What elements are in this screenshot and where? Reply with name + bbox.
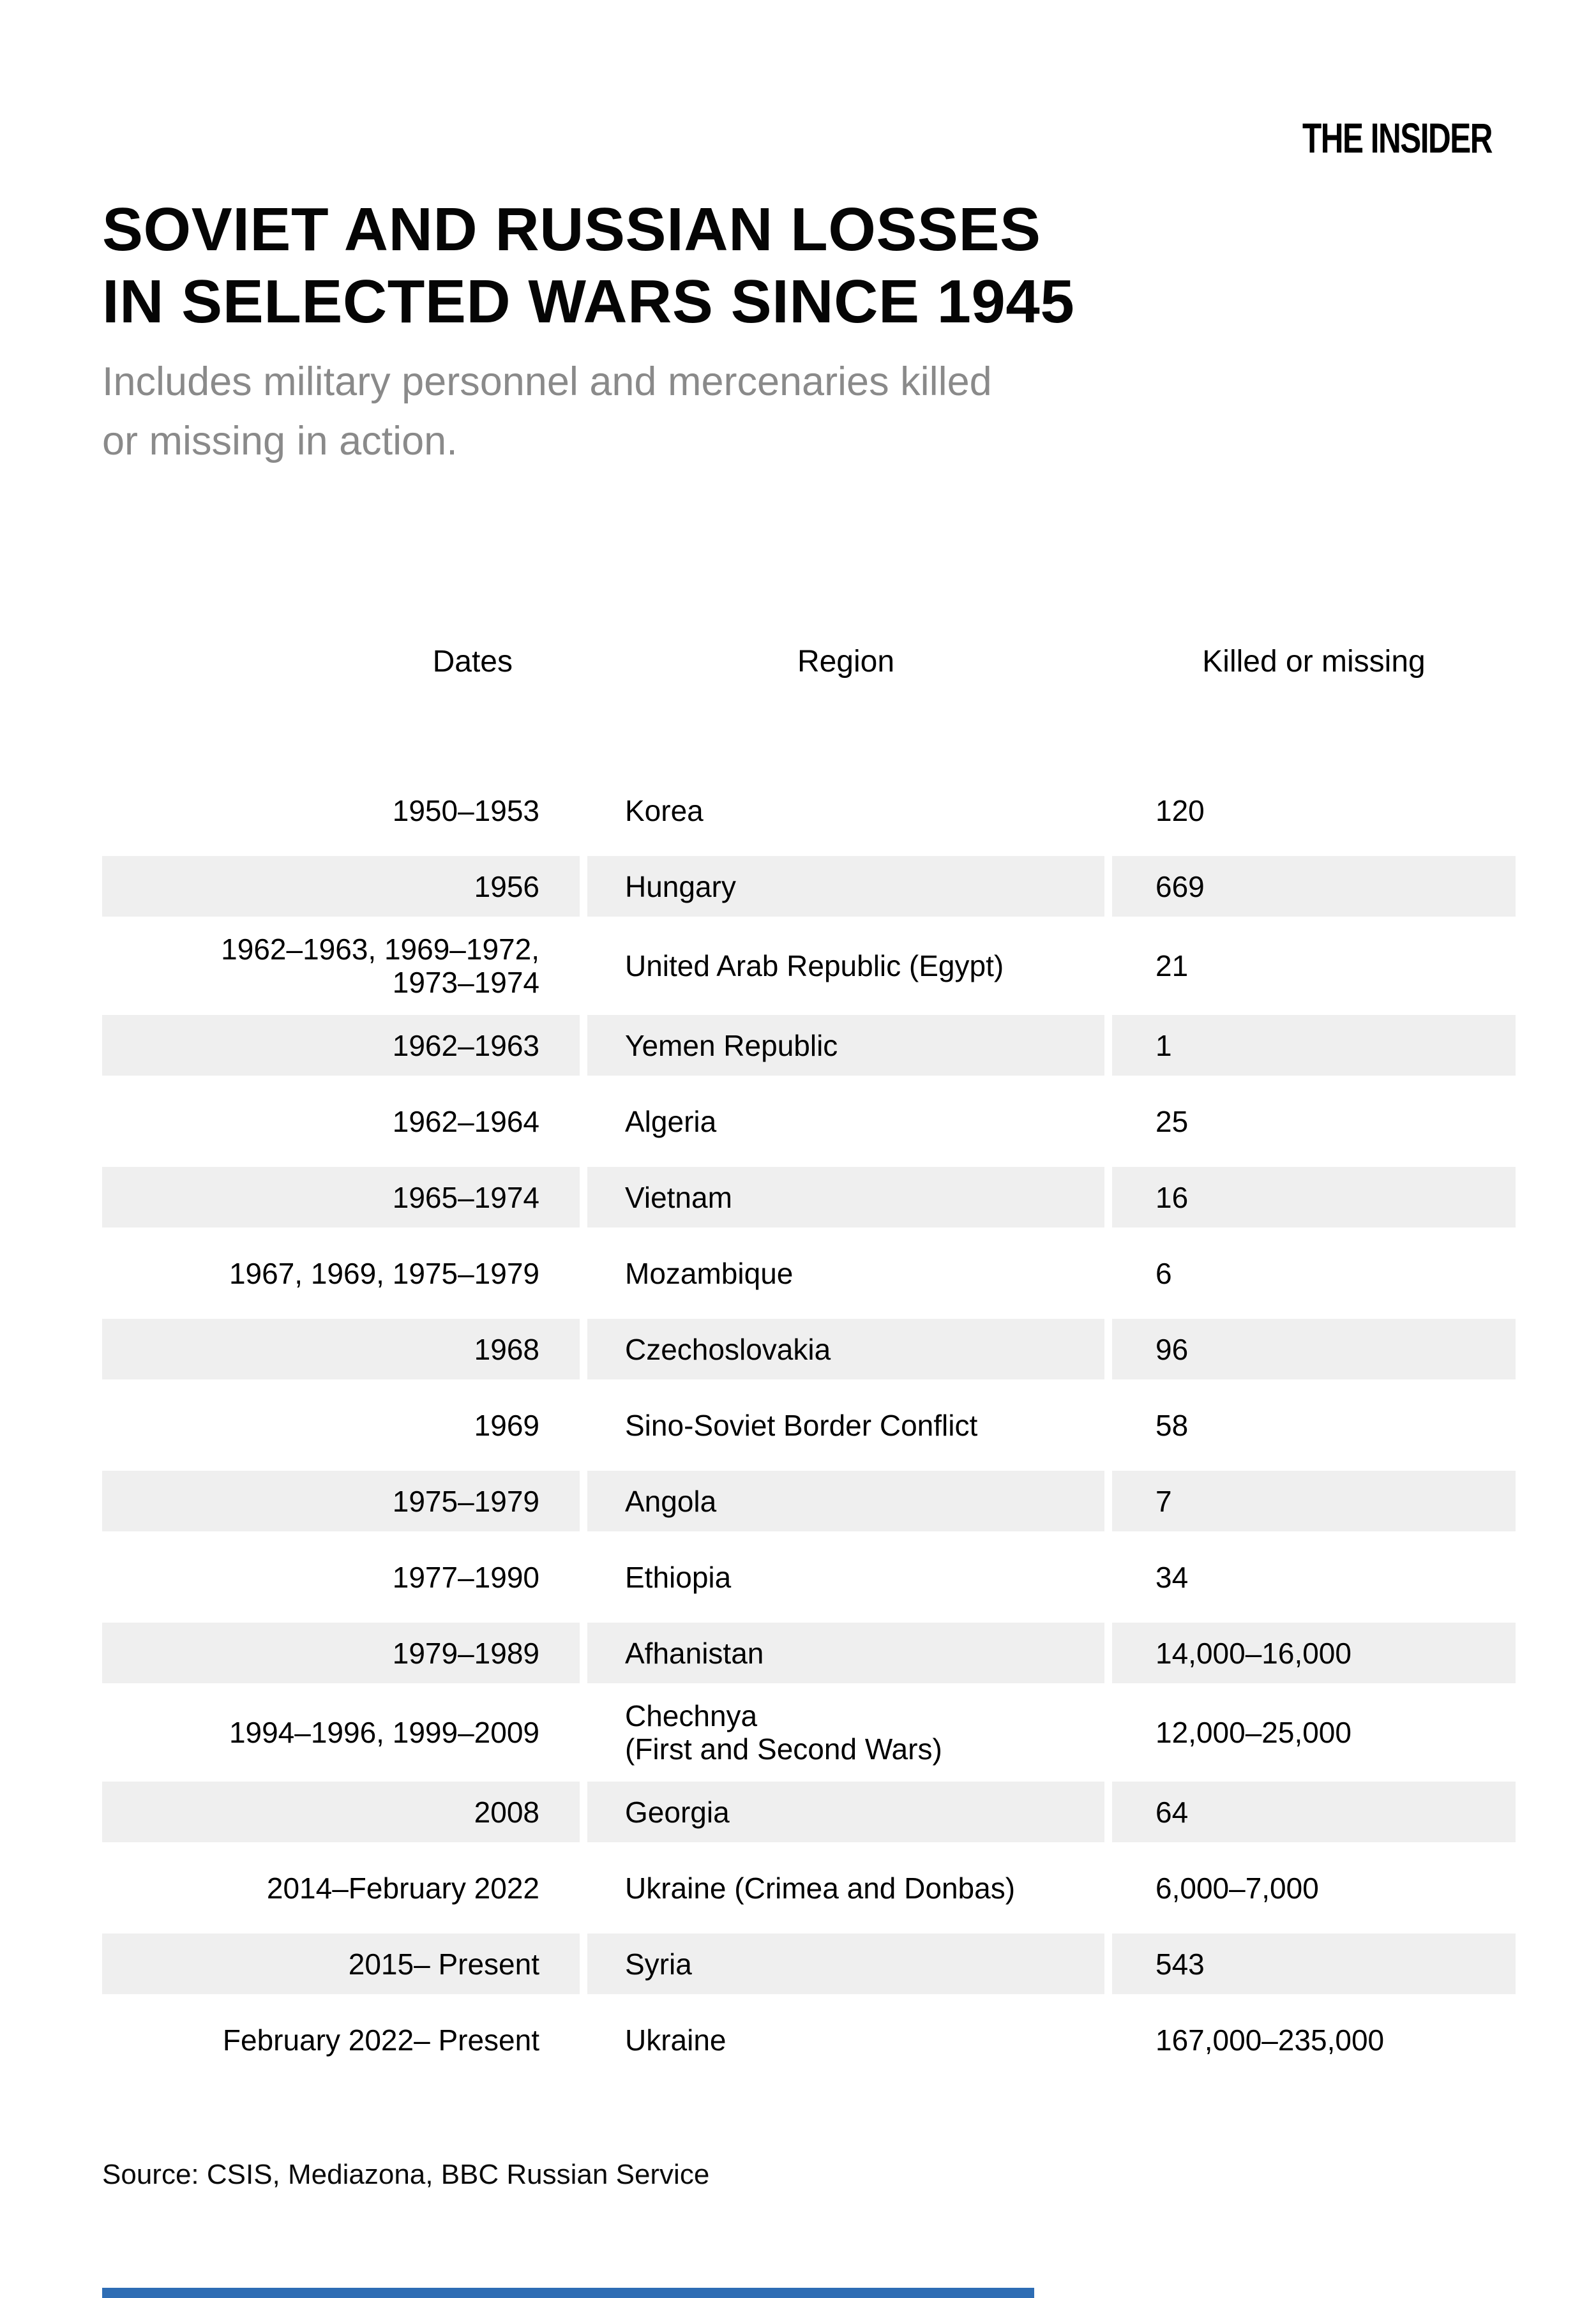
region-cell: Ukraine [625,2023,726,2057]
region-cell: Sino-Soviet Border Conflict [625,1408,978,1442]
table-row: 1994–1996, 1999–2009 Chechnya (First and… [102,1699,1516,1766]
killed-cell: 16 [1112,1167,1516,1228]
dates-cell: 2014–February 2022 [266,1871,539,1905]
dates-cell: 1969 [474,1408,539,1442]
region-cell: Hungary [587,856,1104,917]
the-insider-logo: THE INSIDER [1302,114,1493,161]
dates-cell: 1965–1974 [102,1167,580,1228]
region-cell: Georgia [587,1782,1104,1842]
region-cell: Czechoslovakia [587,1319,1104,1379]
dates-cell: 1962–1963 [102,1015,580,1076]
page-title-line2: IN SELECTED WARS SINCE 1945 [102,267,1075,336]
dates-cell: 1968 [102,1319,580,1379]
table-row: 1969 Sino-Soviet Border Conflict 58 [102,1395,1516,1455]
page-title: SOVIET AND RUSSIAN LOSSES IN SELECTED WA… [102,193,1074,338]
region-cell: Angola [587,1471,1104,1531]
table-row: 1977–1990 Ethiopia 34 [102,1547,1516,1607]
region-cell: Yemen Republic [587,1015,1104,1076]
page-subtitle: Includes military personnel and mercenar… [102,359,992,463]
accent-bar [102,2288,1034,2298]
killed-cell: 21 [1156,949,1189,982]
region-cell: Mozambique [625,1256,794,1290]
dates-cell: 1977–1990 [392,1560,539,1594]
dates-cell: 1967, 1969, 1975–1979 [229,1256,539,1290]
table-row: 1979–1989 Afhanistan 14,000–16,000 [102,1623,1516,1683]
table-row: 2015– Present Syria 543 [102,1934,1516,1994]
region-cell: Ethiopia [625,1560,732,1594]
region-cell: Algeria [625,1104,717,1138]
dates-cell: 1962–1963, 1969–1972, 1973–1974 [221,933,539,999]
dates-cell: 1979–1989 [102,1623,580,1683]
source-note: Source: CSIS, Mediazona, BBC Russian Ser… [102,2159,710,2190]
killed-cell: 64 [1112,1782,1516,1842]
losses-table: Dates Region Killed or missing 1950–1953… [94,594,1523,2085]
dates-cell: 1950–1953 [392,793,539,827]
killed-cell: 120 [1156,793,1205,827]
dates-cell: 1994–1996, 1999–2009 [229,1716,539,1749]
region-cell: Vietnam [587,1167,1104,1228]
dates-cell: 2008 [102,1782,580,1842]
region-cell: United Arab Republic (Egypt) [625,949,1004,982]
killed-cell: 96 [1112,1319,1516,1379]
dates-cell: 2015– Present [102,1934,580,1994]
region-cell: Syria [587,1934,1104,1994]
table-row: 1962–1963, 1969–1972, 1973–1974 United A… [102,932,1516,1000]
table-row: 1968 Czechoslovakia 96 [102,1319,1516,1379]
region-cell: Afhanistan [587,1623,1104,1683]
killed-cell: 58 [1156,1408,1189,1442]
killed-cell: 12,000–25,000 [1156,1716,1351,1749]
table-row: 1975–1979 Angola 7 [102,1471,1516,1531]
dates-cell: 1975–1979 [102,1471,580,1531]
table-row: 1962–1964 Algeria 25 [102,1091,1516,1152]
killed-cell: 669 [1112,856,1516,917]
killed-cell: 1 [1112,1015,1516,1076]
dates-cell: 1956 [102,856,580,917]
table-header-row: Dates Region Killed or missing [102,609,1516,765]
killed-cell: 34 [1156,1560,1189,1594]
column-header-killed-or-missing: Killed or missing [1202,645,1426,679]
killed-cell: 6 [1156,1256,1172,1290]
page-title-line1: SOVIET AND RUSSIAN LOSSES [102,195,1041,264]
region-cell: Ukraine (Crimea and Donbas) [625,1871,1016,1905]
dates-cell: February 2022– Present [222,2023,539,2057]
region-cell: Chechnya (First and Second Wars) [625,1699,942,1766]
table-row: 1967, 1969, 1975–1979 Mozambique 6 [102,1243,1516,1303]
killed-cell: 167,000–235,000 [1156,2023,1385,2057]
table-row: 2014–February 2022 Ukraine (Crimea and D… [102,1858,1516,1918]
killed-cell: 14,000–16,000 [1112,1623,1516,1683]
killed-cell: 543 [1112,1934,1516,1994]
table-row: 1965–1974 Vietnam 16 [102,1167,1516,1228]
table-row: 2008 Georgia 64 [102,1782,1516,1842]
table-row: February 2022– Present Ukraine 167,000–2… [102,2009,1516,2070]
region-cell: Korea [625,793,704,827]
table-row: 1950–1953 Korea 120 [102,780,1516,841]
dates-cell: 1962–1964 [392,1104,539,1138]
killed-cell: 7 [1112,1471,1516,1531]
column-header-dates: Dates [432,645,513,679]
killed-cell: 6,000–7,000 [1156,1871,1319,1905]
table-row: 1962–1963 Yemen Republic 1 [102,1015,1516,1076]
table-row: 1956 Hungary 669 [102,856,1516,917]
column-header-region: Region [797,645,895,679]
killed-cell: 25 [1156,1104,1189,1138]
